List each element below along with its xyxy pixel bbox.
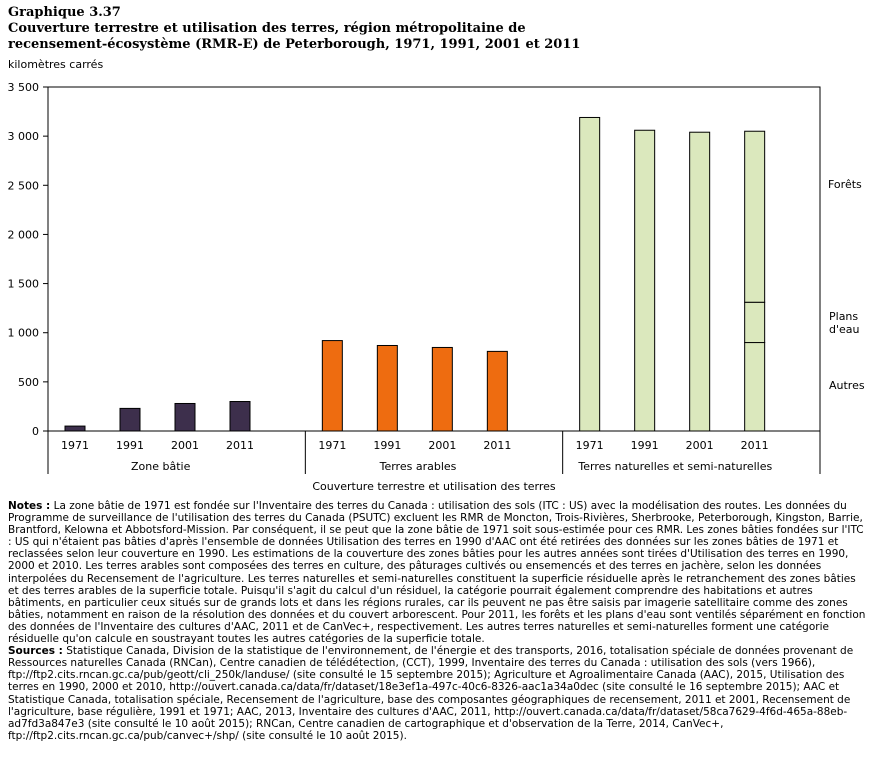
bar bbox=[486, 350, 508, 432]
annotation-plans-d-eau: Plans d'eau bbox=[829, 310, 860, 336]
bar bbox=[229, 401, 251, 432]
notes-label: Notes : bbox=[8, 500, 51, 512]
y-tick-label: 0 bbox=[32, 425, 39, 438]
y-axis-unit-label: kilomètres carrés bbox=[8, 58, 104, 71]
x-tick-label: 1991 bbox=[116, 439, 144, 452]
bar bbox=[431, 346, 453, 432]
annotation-line: d'eau bbox=[829, 323, 860, 336]
y-tick-label: 1 000 bbox=[8, 327, 40, 340]
x-tick-label: 2001 bbox=[171, 439, 199, 452]
x-tick-label: 1991 bbox=[631, 439, 659, 452]
sources-label: Sources : bbox=[8, 645, 63, 658]
bar bbox=[689, 131, 711, 432]
x-tick-label: 2011 bbox=[483, 439, 511, 452]
notes-text: La zone bâtie de 1971 est fondée sur l'I… bbox=[8, 500, 866, 646]
y-tick-label: 3 500 bbox=[8, 81, 40, 94]
y-tick-label: 3 000 bbox=[8, 130, 40, 143]
notes-section: Notes : La zone bâtie de 1971 est fondée… bbox=[8, 500, 866, 742]
bar bbox=[376, 344, 398, 432]
x-tick-label: 1971 bbox=[576, 439, 604, 452]
bar-segment-forêts bbox=[744, 130, 766, 303]
y-tick-label: 2 000 bbox=[8, 228, 40, 241]
sources-text: Statistique Canada, Division de la stati… bbox=[8, 645, 854, 742]
bar-segment-autres bbox=[744, 342, 766, 432]
group-label: Terres naturelles et semi-naturelles bbox=[577, 460, 772, 473]
bar-segment-plans-d-eau bbox=[744, 301, 766, 344]
group-label: Terres arables bbox=[379, 460, 457, 473]
x-tick-label: 1991 bbox=[373, 439, 401, 452]
x-tick-label: 1971 bbox=[61, 439, 89, 452]
x-tick-label: 2011 bbox=[226, 439, 254, 452]
y-tick-label: 500 bbox=[18, 376, 39, 389]
annotation-autres: Autres bbox=[829, 379, 865, 392]
sources-paragraph: Sources : Statistique Canada, Division d… bbox=[8, 645, 866, 742]
x-tick-label: 1971 bbox=[318, 439, 346, 452]
annotation-forets: Forêts bbox=[828, 178, 862, 191]
bar bbox=[579, 116, 601, 432]
bar-chart: 0 500 1 000 1 500 2 000 2 500 3 000 3 500 1971 19… bbox=[8, 81, 865, 493]
group-label: Zone bâtie bbox=[131, 460, 191, 473]
chart-number: Graphique 3.37 bbox=[8, 5, 121, 20]
bar bbox=[634, 129, 656, 432]
bar bbox=[321, 340, 343, 432]
chart-header: Graphique 3.37 Couverture terrestre et u… bbox=[8, 5, 868, 53]
y-tick-label: 1 500 bbox=[8, 278, 40, 291]
bar bbox=[119, 407, 141, 432]
chart-title-line-1: Couverture terrestre et utilisation des … bbox=[8, 21, 526, 36]
y-tick-label: 2 500 bbox=[8, 179, 40, 192]
notes-paragraph: Notes : La zone bâtie de 1971 est fondée… bbox=[8, 500, 866, 645]
x-axis-title: Couverture terrestre et utilisation des … bbox=[312, 480, 556, 493]
annotation-line: Plans bbox=[829, 310, 858, 323]
x-tick-label: 2001 bbox=[686, 439, 714, 452]
bar bbox=[64, 425, 86, 432]
x-tick-label: 2011 bbox=[741, 439, 769, 452]
bar bbox=[174, 402, 196, 432]
x-tick-label: 2001 bbox=[428, 439, 456, 452]
chart-title-line-2: recensement-écosystème (RMR-E) de Peterb… bbox=[8, 37, 581, 52]
